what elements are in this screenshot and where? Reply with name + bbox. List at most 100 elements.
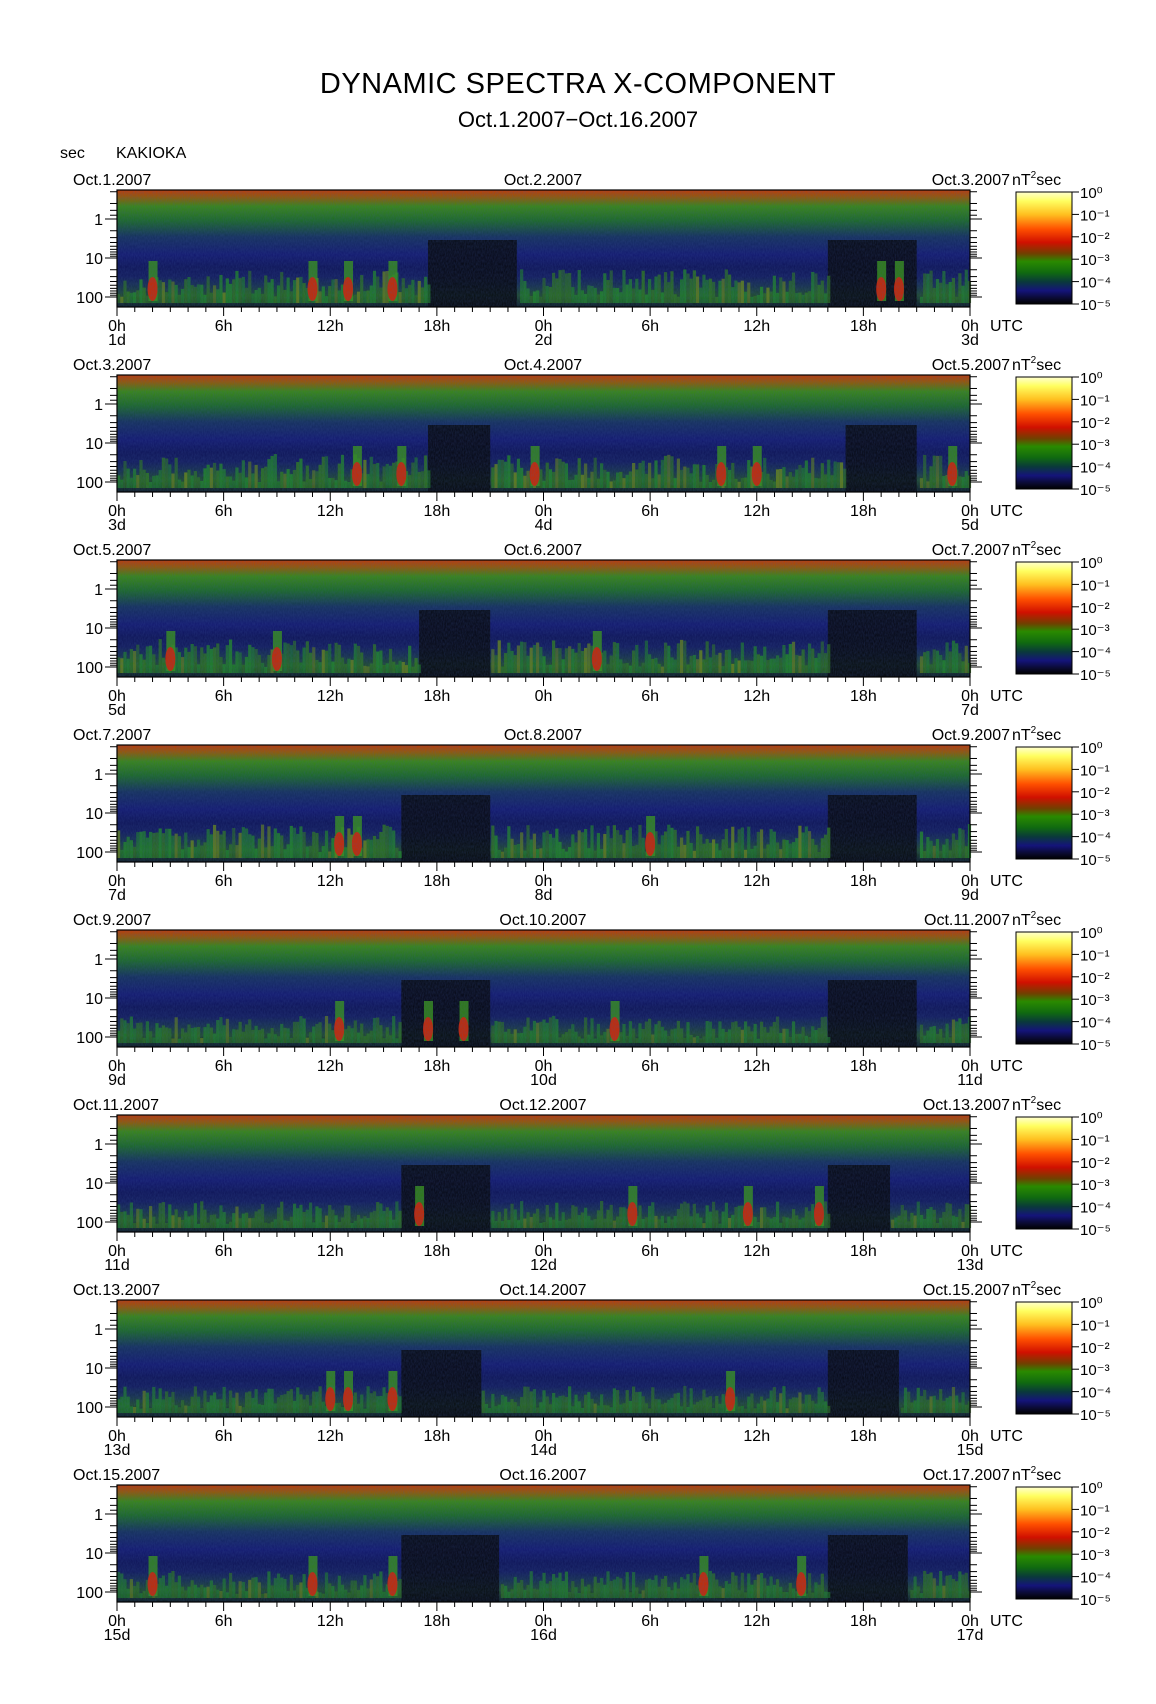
x-tick-label: 6h [641, 318, 659, 335]
colorbar-unit-label: nT2sec [1012, 1095, 1061, 1114]
y-tick-label: 1 [94, 1322, 103, 1339]
colorbar-tick-label: 10⁻³ [1080, 1362, 1110, 1379]
x-tick-label: 12h [317, 503, 344, 520]
x-tick-label: 12h [317, 688, 344, 705]
x-tick-label: 12h [743, 503, 770, 520]
colorbar-tick-label: 10⁻⁴ [1080, 645, 1111, 662]
day-label: 17d [957, 1627, 984, 1644]
x-tick-label: 0h [961, 688, 979, 705]
x-tick-label: 6h [215, 1058, 233, 1075]
x-tick-label: 0h [535, 1058, 553, 1075]
noise-texture [117, 1115, 970, 1232]
colorbar-tick-label: 10⁰ [1080, 555, 1103, 572]
colorbar [1015, 191, 1073, 305]
x-tick-label: 18h [424, 1613, 451, 1630]
colorbar-tick-label: 10⁻² [1080, 415, 1110, 432]
x-tick-label: 18h [850, 1058, 877, 1075]
y-tick-label: 10 [85, 251, 103, 268]
day-label: 9d [108, 1072, 126, 1089]
spectrogram-panel: Oct.9.2007 Oct.10.2007 Oct.11.2007 nT2sec11… [73, 910, 1111, 1089]
colorbar-tick-label: 10⁻⁵ [1080, 1407, 1111, 1424]
colorbar-tick-label: 10⁻⁴ [1080, 460, 1111, 477]
chart-title: DYNAMIC SPECTRA X-COMPONENT [319, 68, 837, 100]
y-tick-label: 1 [94, 767, 103, 784]
x-tick-label: 12h [317, 1243, 344, 1260]
x-tick-label: 0h [535, 1613, 553, 1630]
colorbar [1015, 931, 1073, 1045]
day-label: 7d [961, 702, 979, 719]
spectrogram-panel: Oct.13.2007 Oct.14.2007 Oct.15.2007 nT2sec 1… [73, 1280, 1111, 1459]
x-tick-label: 0h [535, 1243, 553, 1260]
panel-mid-date: Oct.4.2007 [504, 357, 582, 374]
panel-mid-date: Oct.10.2007 [499, 912, 586, 929]
x-tick-label: 0h [961, 873, 979, 890]
day-label: 7d [108, 887, 126, 904]
day-label: 4d [535, 517, 553, 534]
panel-right-date: Oct.7.2007 [932, 542, 1010, 559]
colorbar-tick-label: 10⁻¹ [1080, 207, 1110, 224]
day-label: 1d [108, 332, 126, 349]
colorbar-tick-label: 10⁻⁴ [1080, 1570, 1111, 1587]
x-tick-label: 6h [215, 1428, 233, 1445]
day-label: 3d [961, 332, 979, 349]
colorbar-tick-label: 10⁻⁵ [1080, 1037, 1111, 1054]
x-tick-label: 12h [317, 318, 344, 335]
station-label: KAKIOKA [116, 145, 187, 162]
y-tick-label: 10 [85, 1176, 103, 1193]
x-tick-label: 12h [317, 873, 344, 890]
spectrogram-panel: Oct.3.2007 Oct.4.2007 Oct.5.2007 nT2sec 1 10 1… [73, 355, 1111, 534]
x-unit-label: UTC [990, 1613, 1023, 1630]
colorbar-unit-label: nT2sec [1012, 1280, 1061, 1299]
colorbar-tick-label: 10⁻⁵ [1080, 1222, 1111, 1239]
colorbar-tick-label: 10⁻⁴ [1080, 275, 1111, 292]
x-tick-label: 6h [641, 688, 659, 705]
colorbar-tick-label: 10⁰ [1080, 1110, 1103, 1127]
colorbar-tick-label: 10⁻¹ [1080, 577, 1110, 594]
colorbar-tick-label: 10⁻³ [1080, 437, 1110, 454]
x-tick-label: 0h [108, 873, 126, 890]
colorbar-tick-label: 10⁻² [1080, 970, 1110, 987]
x-tick-label: 0h [961, 1058, 979, 1075]
x-tick-label: 12h [743, 1243, 770, 1260]
x-tick-label: 0h [535, 318, 553, 335]
y-tick-label: 100 [76, 475, 103, 492]
x-tick-label: 6h [641, 1243, 659, 1260]
colorbar-tick-label: 10⁻² [1080, 230, 1110, 247]
colorbar-tick-label: 10⁻⁴ [1080, 830, 1111, 847]
x-tick-label: 12h [743, 1613, 770, 1630]
panel-mid-date: Oct.14.2007 [499, 1282, 586, 1299]
x-tick-label: 0h [108, 318, 126, 335]
y-tick-label: 1 [94, 582, 103, 599]
colorbar-unit-label: nT2sec [1012, 355, 1061, 374]
spectrogram-panel: Oct.15.2007 Oct.16.2007 Oct.17.2007 nT2sec 1… [73, 1465, 1111, 1644]
colorbar-tick-label: 10⁰ [1080, 740, 1103, 757]
colorbar-tick-label: 10⁻⁵ [1080, 852, 1111, 869]
y-tick-label: 10 [85, 1361, 103, 1378]
x-unit-label: UTC [990, 1058, 1023, 1075]
x-tick-label: 6h [215, 1243, 233, 1260]
y-tick-label: 100 [76, 1215, 103, 1232]
colorbar [1015, 1116, 1073, 1230]
y-tick-label: 100 [76, 660, 103, 677]
colorbar-tick-label: 10⁰ [1080, 1295, 1103, 1312]
colorbar-tick-label: 10⁻⁵ [1080, 297, 1111, 314]
y-tick-label: 10 [85, 806, 103, 823]
colorbar-tick-label: 10⁰ [1080, 185, 1103, 202]
panel-left-date: Oct.11.2007 [73, 1097, 159, 1114]
day-label: 5d [108, 702, 126, 719]
y-tick-label: 1 [94, 1507, 103, 1524]
x-tick-label: 18h [424, 1058, 451, 1075]
panel-mid-date: Oct.12.2007 [499, 1097, 586, 1114]
x-tick-label: 0h [535, 503, 553, 520]
x-unit-label: UTC [990, 1428, 1023, 1445]
colorbar-tick-label: 10⁻⁴ [1080, 1200, 1111, 1217]
colorbar [1015, 746, 1073, 860]
x-tick-label: 18h [850, 688, 877, 705]
y-tick-label: 1 [94, 1137, 103, 1154]
x-tick-label: 0h [108, 503, 126, 520]
x-tick-label: 0h [961, 1613, 979, 1630]
colorbar-tick-label: 10⁻⁴ [1080, 1015, 1111, 1032]
panel-left-date: Oct.13.2007 [73, 1282, 160, 1299]
colorbar-tick-label: 10⁻³ [1080, 1547, 1110, 1564]
panel-left-date: Oct.3.2007 [73, 357, 151, 374]
